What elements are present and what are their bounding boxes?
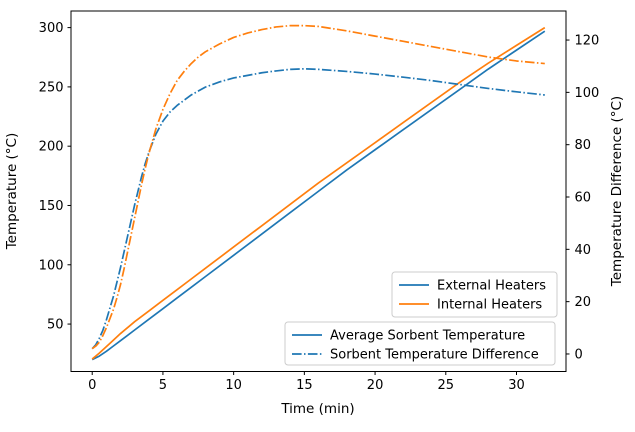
series-line-internal-heaters-average-sorbent-temperature (91, 26, 546, 360)
legend-sorbent-box (284, 321, 556, 366)
y-right-tick-label: 60 (575, 191, 592, 206)
series-line-internal-heaters-sorbent-temperature-difference (91, 24, 545, 350)
x-tick-label: 15 (296, 378, 313, 393)
y-left-tick-label: 300 (39, 21, 64, 36)
legend-sorbent: Average Sorbent Temperature Sorbent Tempe… (284, 321, 556, 366)
plot-border (70, 10, 567, 372)
y-left-tick-label: 200 (39, 140, 64, 155)
legend-sorbent-label: Average Sorbent Temperature (330, 329, 525, 344)
x-tick-label: 30 (508, 378, 525, 393)
legend-heaters: External Heaters Internal Heaters (391, 271, 558, 318)
x-tick-label: 20 (367, 378, 384, 393)
series-line-external-heaters-sorbent-temperature-difference (91, 67, 545, 350)
x-axis-label: Time (min) (280, 401, 354, 417)
axes-spines (70, 10, 567, 372)
y-left-tick-label: 250 (39, 80, 64, 95)
y-right-tick-label: 80 (575, 138, 592, 153)
legend-heaters-label: Internal Heaters (437, 298, 542, 313)
legend-heaters-box (391, 271, 558, 318)
x-tick-label: 25 (438, 378, 455, 393)
y-right-tick-label: 40 (575, 243, 592, 258)
data-series (91, 24, 546, 361)
x-tick-label: 5 (159, 378, 167, 393)
y-axis-label-right: Temperature Difference (°C) (609, 96, 625, 287)
y-right-tick-label: 120 (575, 34, 600, 49)
y-left-tick-label: 100 (39, 258, 64, 273)
legends: External Heaters Internal Heaters Average … (284, 271, 558, 366)
y-left-tick-label: 150 (39, 199, 64, 214)
axis-ticks: 0 5 10 15 20 25 30 50 100 150 200 250 300 0 20 40 60 80 10… (39, 21, 600, 393)
y-axis-label-left: Temperature (°C) (4, 133, 20, 251)
y-right-tick-label: 20 (575, 295, 592, 310)
x-tick-label: 0 (88, 378, 96, 393)
legend-heaters-label: External Heaters (437, 279, 546, 294)
y-right-tick-label: 0 (575, 347, 583, 362)
legend-sorbent-label: Sorbent Temperature Difference (330, 348, 539, 363)
y-right-tick-label: 100 (575, 86, 600, 101)
y-left-tick-label: 50 (47, 318, 64, 333)
series-line-external-heaters-average-sorbent-temperature (91, 30, 546, 361)
x-tick-label: 10 (225, 378, 242, 393)
